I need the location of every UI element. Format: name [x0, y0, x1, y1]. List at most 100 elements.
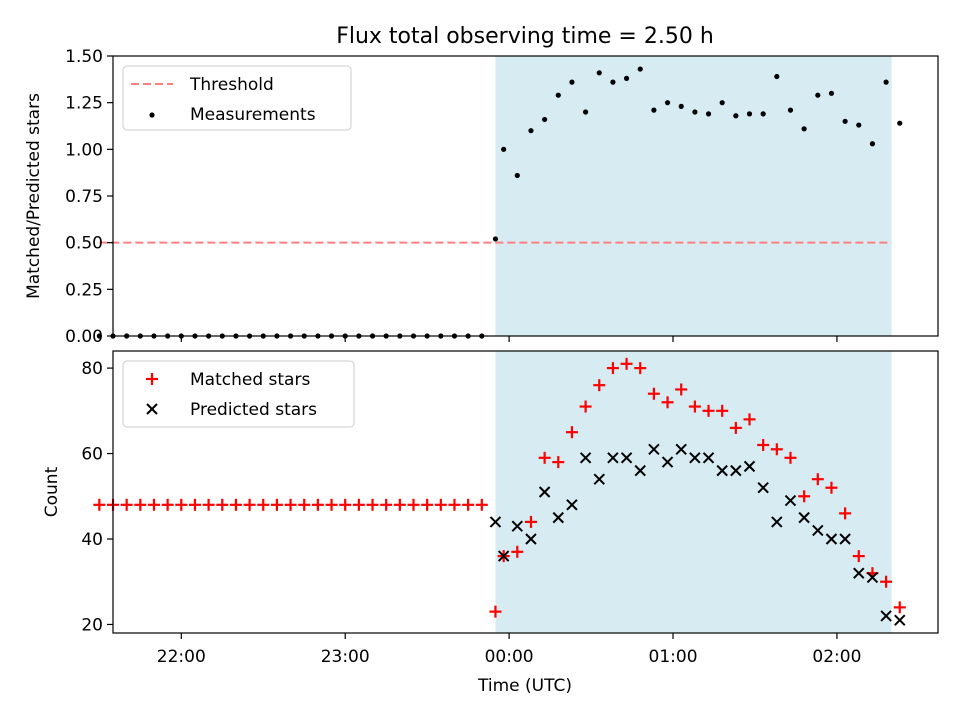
measurement-point-59 — [897, 120, 903, 126]
bottom-y-tick-label-1: 40 — [81, 530, 103, 550]
bottom-panel: 20 40 60 80 22:00 23:00 00:00 01:00 02:00 Count… — [42, 350, 939, 696]
predicted-star-point-3 — [525, 533, 537, 545]
bottom-x-tick-label-3: 01:00 — [649, 647, 698, 667]
matched-star-point-24 — [421, 498, 434, 511]
measurement-point-51 — [787, 107, 794, 113]
matched-star-point-16 — [311, 498, 324, 511]
predicted-star-point-0 — [489, 516, 502, 528]
predicted-star-point-24 — [812, 524, 824, 537]
top-legend-threshold-label: Threshold — [189, 75, 274, 95]
predicted-star-point-25 — [825, 533, 838, 545]
measurement-point-0 — [96, 333, 102, 339]
top-y-tick-label-2: 0.50 — [65, 234, 103, 254]
chart-title: Flux total observing time = 2.50 h — [336, 24, 714, 49]
bottom-observing-window — [495, 351, 892, 633]
bottom-legend-predicted-swatch — [146, 403, 158, 415]
top-y-tick-label-5: 1.25 — [65, 94, 103, 114]
matched-star-point-47 — [729, 421, 742, 434]
matched-star-point-31 — [511, 545, 524, 558]
measurement-point-37 — [596, 70, 602, 76]
predicted-star-point-10 — [620, 452, 633, 464]
matched-star-point-56 — [852, 550, 865, 563]
matched-star-point-17 — [325, 498, 338, 511]
matched-star-point-8 — [202, 498, 215, 511]
measurement-point-58 — [883, 79, 889, 85]
matched-star-point-27 — [462, 498, 475, 511]
measurement-point-41 — [651, 107, 657, 113]
top-legend: Threshold Measurements — [122, 65, 352, 131]
matched-star-point-42 — [661, 396, 674, 409]
predicted-star-point-23 — [798, 511, 810, 524]
bottom-legend-matched-label: Matched stars — [190, 370, 310, 390]
bottom-y-tick-label-3: 80 — [81, 359, 103, 379]
measurement-point-29 — [492, 236, 499, 242]
measurement-point-55 — [842, 118, 848, 124]
top-observing-window-band — [495, 56, 892, 336]
matched-star-point-59 — [893, 601, 906, 614]
predicted-star-point-15 — [689, 452, 701, 464]
predicted-star-point-6 — [566, 499, 578, 511]
matched-star-point-5 — [161, 498, 174, 511]
matched-star-point-51 — [784, 451, 797, 464]
measurement-point-48 — [746, 111, 753, 117]
matched-star-point-13 — [270, 498, 283, 511]
predicted-star-point-20 — [757, 482, 769, 494]
matched-star-point-41 — [647, 387, 660, 400]
measurement-point-31 — [514, 172, 520, 179]
matched-star-point-52 — [798, 490, 811, 503]
matched-star-point-32 — [524, 515, 537, 528]
measurement-point-54 — [828, 90, 835, 96]
top-legend-box — [122, 65, 352, 131]
matched-star-point-49 — [757, 439, 770, 451]
matched-star-point-22 — [393, 498, 406, 511]
matched-star-point-20 — [366, 498, 379, 511]
bottom-legend-predicted-label: Predicted stars — [190, 400, 317, 420]
bottom-observing-window-band — [495, 351, 892, 633]
predicted-star-point-4 — [538, 486, 551, 498]
predicted-star-point-2 — [511, 520, 524, 532]
predicted-star-point-5 — [552, 511, 564, 524]
predicted-star-point-19 — [743, 460, 756, 473]
top-y-tick-label-4: 1.00 — [65, 140, 103, 160]
measurement-point-39 — [623, 75, 630, 81]
predicted-star-point-9 — [607, 452, 619, 464]
matched-star-point-12 — [257, 498, 270, 511]
matched-star-point-9 — [216, 498, 229, 511]
top-x-ticks — [180, 336, 838, 342]
matched-star-point-54 — [825, 481, 838, 494]
top-panel: 0.00 0.25 0.50 0.75 1.00 1.25 1.50 Matched/Pre… — [24, 47, 939, 347]
predicted-star-point-11 — [634, 464, 646, 477]
matched-star-point-23 — [407, 498, 420, 511]
predicted-star-point-21 — [771, 516, 783, 528]
matched-star-point-19 — [352, 498, 365, 511]
top-y-axis: 0.00 0.25 0.50 0.75 1.00 1.25 1.50 — [65, 47, 113, 347]
predicted-star-point-29 — [880, 610, 892, 622]
matched-star-point-46 — [716, 404, 729, 417]
measurement-point-42 — [664, 100, 671, 106]
matched-star-point-43 — [675, 383, 688, 396]
measurement-point-40 — [637, 66, 643, 72]
bottom-y-tick-label-0: 20 — [81, 615, 103, 635]
measurement-point-46 — [719, 100, 725, 106]
measurement-point-47 — [733, 113, 739, 119]
measurement-point-49 — [760, 111, 766, 117]
measurement-point-53 — [815, 92, 821, 98]
predicted-star-point-12 — [648, 443, 660, 455]
matched-star-point-34 — [552, 456, 565, 469]
matched-star-point-29 — [489, 605, 502, 618]
predicted-star-point-14 — [675, 443, 687, 455]
measurement-point-50 — [774, 73, 780, 80]
matched-star-point-48 — [743, 413, 756, 426]
matched-star-point-40 — [634, 362, 647, 375]
predicted-star-point-28 — [866, 571, 879, 584]
top-y-tick-label-3: 0.75 — [65, 187, 103, 207]
measurement-point-57 — [869, 141, 876, 147]
matched-star-point-33 — [538, 451, 551, 464]
matched-star-point-35 — [565, 426, 578, 439]
matched-star-point-18 — [339, 498, 352, 511]
matched-star-point-37 — [593, 379, 606, 392]
measurement-point-44 — [692, 109, 698, 115]
matched-star-point-2 — [120, 498, 133, 511]
predicted-star-point-27 — [853, 567, 865, 579]
top-y-tick-label-1: 0.25 — [65, 280, 103, 300]
